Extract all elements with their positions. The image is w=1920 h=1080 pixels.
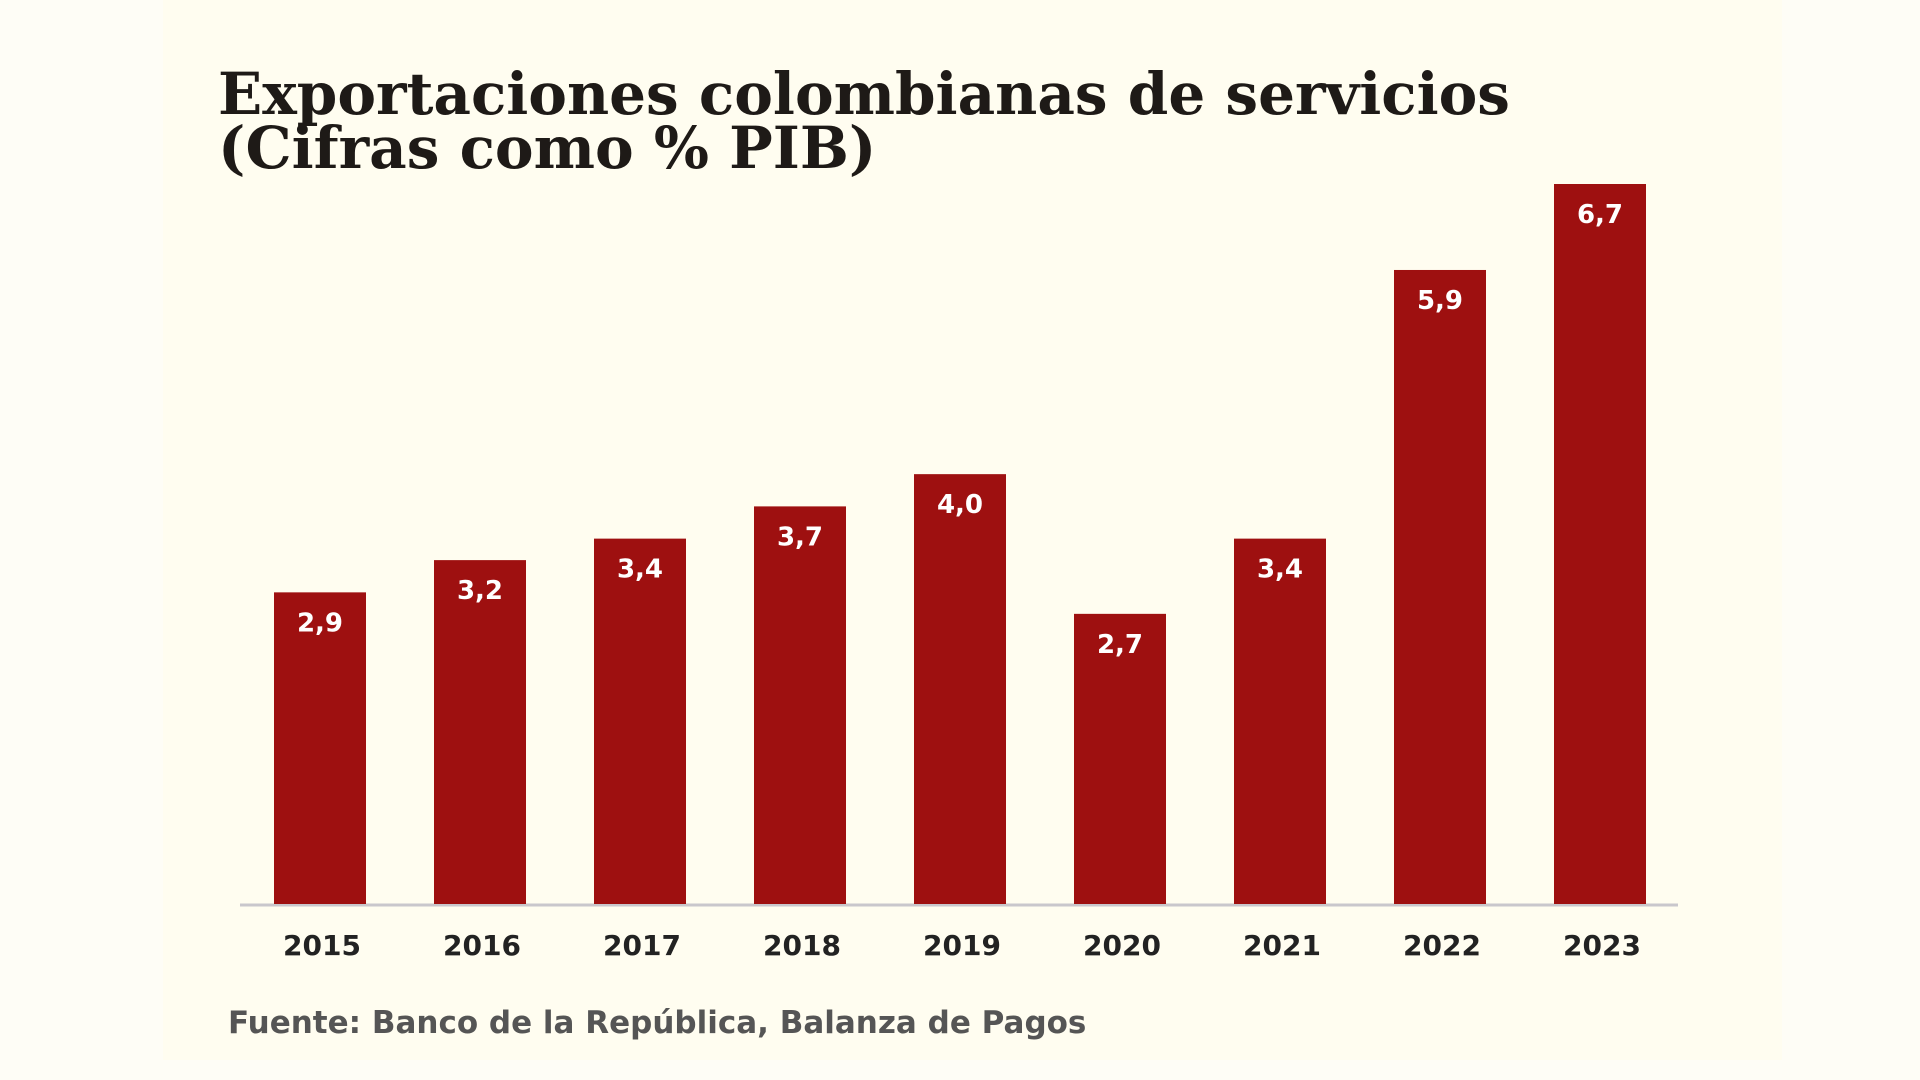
- x-tick-label: 2022: [1403, 929, 1481, 962]
- bar: [1394, 269, 1486, 904]
- x-tick-label: 2021: [1243, 929, 1321, 962]
- value-label: 2,9: [297, 608, 343, 638]
- value-label: 3,7: [777, 522, 823, 552]
- bar: [594, 538, 686, 904]
- bar: [1074, 613, 1166, 904]
- value-label: 4,0: [937, 490, 983, 520]
- x-tick-label: 2018: [763, 929, 841, 962]
- value-label: 2,7: [1097, 630, 1143, 660]
- chart-title: Exportaciones colombianas de servicios: [218, 60, 1510, 128]
- value-label: 3,4: [617, 555, 663, 585]
- x-tick-label: 2016: [443, 929, 521, 962]
- x-tick-label: 2017: [603, 929, 681, 962]
- bar: [434, 560, 526, 904]
- x-tick-label: 2020: [1083, 929, 1161, 962]
- x-tick-label: 2023: [1563, 929, 1641, 962]
- bar: [274, 592, 366, 904]
- chart-subtitle: (Cifras como % PIB): [218, 114, 876, 182]
- value-label: 5,9: [1417, 286, 1463, 316]
- value-label: 3,4: [1257, 555, 1303, 585]
- bar: [754, 506, 846, 904]
- value-label: 6,7: [1577, 200, 1623, 230]
- source: Fuente: Banco de la República, Balanza d…: [228, 1005, 1086, 1041]
- bar: [1234, 538, 1326, 904]
- value-label: 3,2: [457, 576, 503, 606]
- bar: [1554, 184, 1646, 904]
- bar: [914, 474, 1006, 904]
- x-tick-label: 2019: [923, 929, 1001, 962]
- x-tick-label: 2015: [283, 929, 361, 962]
